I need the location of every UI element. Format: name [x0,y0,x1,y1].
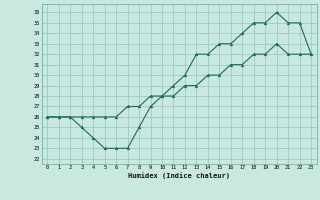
X-axis label: Humidex (Indice chaleur): Humidex (Indice chaleur) [128,172,230,179]
